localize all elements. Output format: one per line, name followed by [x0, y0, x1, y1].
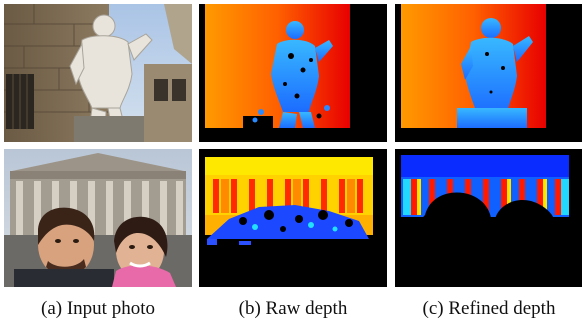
caption-input-photo: (a) Input photo: [41, 298, 155, 319]
caption-raw-depth: (b) Raw depth: [238, 298, 348, 319]
building-refined-depth: [395, 149, 582, 287]
building-selfie-photo-image: [4, 149, 192, 287]
statue-refined-depth-map: [395, 4, 582, 142]
statue-raw-depth: [199, 4, 387, 142]
statue-photo-image: [4, 4, 192, 142]
building-input-photo: [4, 149, 192, 287]
building-raw-depth: [199, 149, 387, 287]
statue-raw-depth-map: [199, 4, 387, 142]
caption-refined-depth: (c) Refined depth: [422, 298, 556, 319]
statue-refined-depth: [395, 4, 582, 142]
statue-input-photo: [4, 4, 192, 142]
building-refined-depth-map: [395, 149, 582, 287]
building-raw-depth-map: [199, 149, 387, 287]
